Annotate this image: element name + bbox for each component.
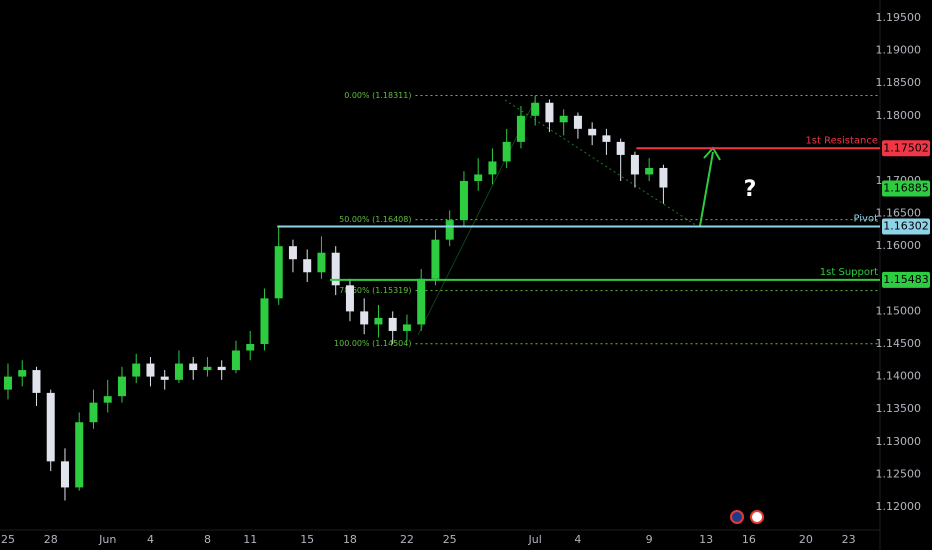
- x-tick-label: 28: [44, 533, 58, 546]
- candle-body: [246, 343, 255, 351]
- x-tick-label: 18: [343, 533, 357, 546]
- arrow: [699, 151, 714, 227]
- x-tick-label: 4: [574, 533, 581, 546]
- candle-body: [573, 115, 582, 129]
- y-tick-label: 1.12000: [876, 500, 922, 513]
- candle-body: [288, 246, 297, 260]
- candle-body: [630, 154, 639, 175]
- current-price-label: 1.16885: [883, 181, 929, 194]
- candle-body: [502, 141, 511, 162]
- y-tick-label: 1.13500: [876, 402, 922, 415]
- level-name: 1st Resistance: [805, 135, 878, 146]
- candle-body: [360, 311, 369, 325]
- fib-label: 50.00% (1.16408): [339, 215, 411, 224]
- price-label-box: [882, 218, 930, 235]
- x-tick-label: Jun: [98, 533, 116, 546]
- fib-label: 100.00% (1.14504): [334, 339, 411, 348]
- y-tick-label: 1.18500: [876, 76, 922, 89]
- y-tick-label: 1.19000: [876, 44, 922, 57]
- x-tick-label: 25: [443, 533, 457, 546]
- candle-body: [189, 363, 198, 371]
- x-tick-label: 8: [204, 533, 211, 546]
- candle-body: [160, 376, 169, 380]
- candle-body: [474, 174, 483, 181]
- candle-body: [331, 252, 340, 286]
- candle-body: [317, 252, 326, 273]
- x-tick-label: 11: [243, 533, 257, 546]
- x-tick-label: 16: [742, 533, 756, 546]
- candle-body: [274, 246, 283, 299]
- y-tick-label: 1.15000: [876, 304, 922, 317]
- candle-body: [117, 376, 126, 397]
- price-label-box: [882, 271, 930, 288]
- candle-body: [616, 141, 625, 155]
- candle-body: [531, 102, 540, 116]
- candle-body: [18, 370, 27, 377]
- candle-body: [146, 363, 155, 377]
- candle-body: [459, 180, 468, 221]
- x-tick-label: 25: [1, 533, 15, 546]
- candle-body: [203, 366, 212, 371]
- price-label: 1.16302: [883, 220, 929, 233]
- trend-line: [504, 99, 701, 229]
- x-tick-label: 23: [842, 533, 856, 546]
- event-icon[interactable]: [730, 510, 744, 524]
- price-label: 1.15483: [883, 273, 929, 286]
- y-tick-label: 1.16000: [876, 239, 922, 252]
- x-tick-label: 4: [147, 533, 154, 546]
- x-tick-label: 13: [699, 533, 713, 546]
- candle-body: [545, 102, 554, 123]
- candle-body: [46, 392, 55, 462]
- y-tick-label: 1.13000: [876, 435, 922, 448]
- candle-body: [445, 220, 454, 240]
- x-tick-label: 9: [646, 533, 653, 546]
- candle-body: [388, 317, 397, 331]
- candle-body: [402, 324, 411, 331]
- candle-body: [588, 128, 597, 136]
- candle-body: [488, 161, 497, 175]
- y-tick-label: 1.16500: [876, 207, 922, 220]
- candle-body: [60, 461, 69, 488]
- x-tick-label: 15: [300, 533, 314, 546]
- candle-body: [174, 363, 183, 380]
- price-label: 1.17502: [883, 141, 929, 154]
- fib-label: 78.60% (1.15319): [339, 286, 411, 295]
- candle-body: [345, 285, 354, 312]
- candle-body: [303, 259, 312, 273]
- candle-body: [3, 376, 12, 390]
- x-tick-label: 22: [400, 533, 414, 546]
- candle-body: [132, 363, 141, 377]
- candle-body: [89, 402, 98, 423]
- candle-body: [417, 278, 426, 325]
- candle-body: [217, 366, 226, 371]
- price-label-box: [882, 180, 930, 197]
- event-icon[interactable]: [750, 510, 764, 524]
- candle-body: [103, 396, 112, 403]
- candle-body: [559, 115, 568, 123]
- level-name: 1st Support: [820, 267, 878, 278]
- candle-body: [602, 135, 611, 142]
- candle-body: [32, 370, 41, 393]
- candle-body: [75, 422, 84, 488]
- y-tick-label: 1.19500: [876, 11, 922, 24]
- candle-body: [431, 239, 440, 279]
- level-name: Pivot: [853, 214, 878, 225]
- candle-body: [260, 298, 269, 344]
- candle-body: [231, 350, 240, 371]
- y-tick-label: 1.14000: [876, 370, 922, 383]
- candle-body: [645, 167, 654, 175]
- candle-body: [516, 115, 525, 142]
- y-tick-label: 1.14500: [876, 337, 922, 350]
- x-tick-label: Jul: [528, 533, 542, 546]
- price-label-box: [882, 140, 930, 157]
- y-tick-label: 1.12500: [876, 467, 922, 480]
- fib-trend: [417, 99, 536, 336]
- candle-body: [374, 317, 383, 325]
- y-tick-label: 1.18000: [876, 109, 922, 122]
- fib-label: 0.00% (1.18311): [344, 91, 411, 100]
- x-tick-label: 20: [799, 533, 813, 546]
- question-mark: ?: [744, 177, 757, 202]
- candle-body: [659, 167, 668, 188]
